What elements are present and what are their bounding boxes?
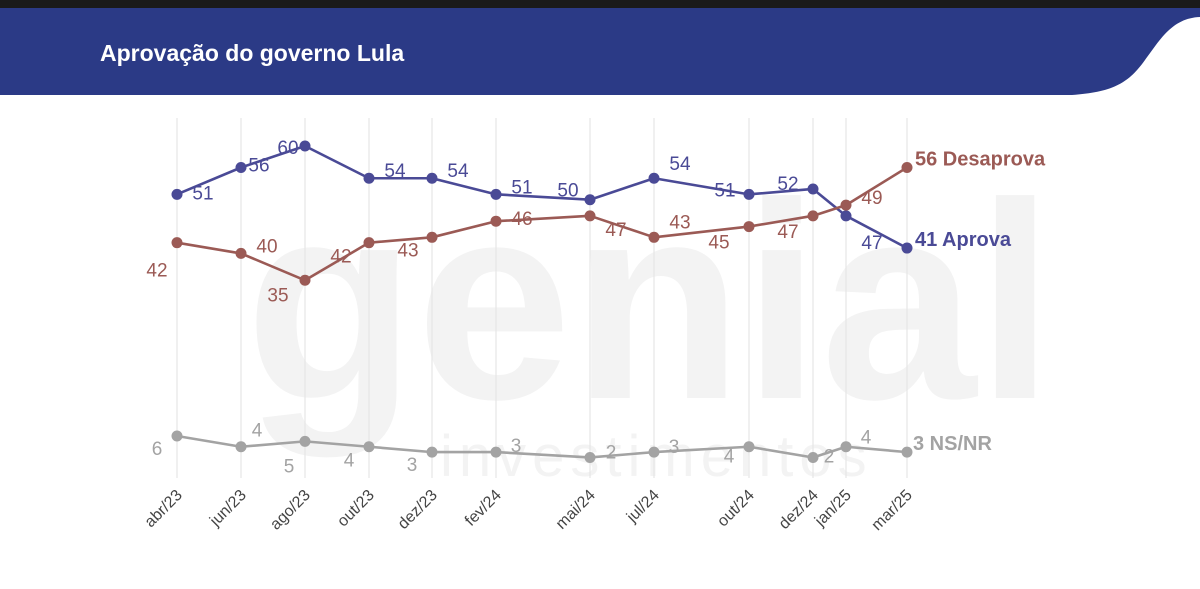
data-point-aprova bbox=[584, 194, 596, 206]
x-tick-label: mai/24 bbox=[553, 487, 599, 533]
data-label-desaprova: 49 bbox=[861, 188, 882, 209]
data-label-aprova: 52 bbox=[777, 174, 798, 195]
x-tick-label: jan/25 bbox=[811, 487, 855, 531]
series-line-nsnr bbox=[176, 434, 908, 459]
chart-title: Aprovação do governo Lula bbox=[100, 40, 404, 66]
x-tick-label: abr/23 bbox=[142, 487, 186, 531]
data-point-nsnr bbox=[171, 430, 183, 442]
data-label-nsnr: 5 bbox=[284, 456, 295, 477]
x-tick-label: dez/23 bbox=[395, 487, 441, 533]
data-label-desaprova: 40 bbox=[256, 236, 277, 257]
data-label-aprova: 51 bbox=[192, 183, 213, 204]
data-point-nsnr bbox=[235, 441, 247, 453]
end-label-aprova: 41 Aprova bbox=[915, 229, 1012, 251]
data-label-desaprova: 43 bbox=[397, 240, 418, 261]
data-point-desaprova bbox=[235, 247, 247, 259]
data-point-desaprova bbox=[743, 221, 755, 233]
data-label-desaprova: 47 bbox=[777, 222, 798, 243]
data-point-desaprova bbox=[901, 162, 913, 173]
x-tick-label: jul/24 bbox=[623, 487, 663, 527]
data-label-nsnr: 3 bbox=[669, 437, 680, 458]
x-tick-label: mar/25 bbox=[869, 487, 916, 534]
x-tick-label: jun/23 bbox=[206, 487, 250, 531]
data-label-nsnr: 4 bbox=[344, 451, 355, 472]
data-label-nsnr: 3 bbox=[407, 455, 418, 476]
data-point-aprova bbox=[901, 242, 913, 254]
data-label-nsnr: 4 bbox=[724, 447, 735, 468]
end-label-desaprova: 56 Desaprova bbox=[915, 149, 1046, 171]
data-label-nsnr: 4 bbox=[861, 428, 872, 449]
data-point-nsnr bbox=[426, 446, 438, 458]
data-point-desaprova bbox=[648, 231, 660, 243]
data-point-nsnr bbox=[901, 446, 913, 458]
x-tick-label: dez/24 bbox=[776, 487, 822, 533]
data-point-aprova bbox=[171, 188, 183, 200]
data-point-desaprova bbox=[840, 199, 852, 211]
data-point-desaprova bbox=[490, 215, 502, 227]
data-label-aprova: 50 bbox=[557, 181, 578, 202]
series-line-aprova bbox=[176, 144, 908, 250]
data-label-aprova: 51 bbox=[511, 177, 532, 198]
data-point-desaprova bbox=[363, 237, 375, 249]
data-label-nsnr: 3 bbox=[511, 436, 522, 457]
data-point-desaprova bbox=[171, 237, 183, 249]
x-tick-label: fev/24 bbox=[462, 487, 505, 530]
series-layer bbox=[171, 140, 913, 463]
data-label-nsnr: 2 bbox=[824, 446, 835, 467]
data-point-aprova bbox=[490, 188, 502, 200]
data-label-aprova: 54 bbox=[447, 161, 469, 182]
data-label-aprova: 47 bbox=[861, 233, 882, 254]
data-point-nsnr bbox=[840, 441, 852, 453]
data-point-nsnr bbox=[807, 451, 819, 463]
gridlines bbox=[176, 118, 908, 478]
data-label-aprova: 51 bbox=[714, 180, 735, 201]
data-point-aprova bbox=[840, 210, 852, 222]
line-chart: Aprovação do governo Lula genial investi… bbox=[0, 8, 1200, 534]
data-point-nsnr bbox=[299, 435, 311, 447]
data-label-aprova: 54 bbox=[669, 154, 691, 175]
data-label-nsnr: 2 bbox=[606, 442, 617, 463]
x-tick-label: out/24 bbox=[714, 487, 758, 531]
data-point-nsnr bbox=[363, 441, 375, 453]
x-axis: abr/23 jun/23 ago/23 out/23 dez/23 fev/24 mai/… bbox=[142, 487, 916, 534]
data-label-nsnr: 6 bbox=[152, 439, 163, 460]
data-point-desaprova bbox=[299, 274, 311, 286]
data-point-nsnr bbox=[584, 451, 596, 463]
data-point-aprova bbox=[648, 172, 660, 184]
data-label-aprova: 56 bbox=[248, 156, 269, 177]
data-point-aprova bbox=[235, 162, 247, 173]
header-band bbox=[0, 8, 1200, 95]
data-point-desaprova bbox=[584, 210, 596, 222]
data-label-desaprova: 46 bbox=[511, 209, 532, 230]
end-label-nsnr: 3 NS/NR bbox=[913, 433, 992, 455]
data-point-desaprova bbox=[426, 231, 438, 243]
data-label-nsnr: 4 bbox=[252, 421, 263, 442]
data-label-aprova: 60 bbox=[277, 138, 298, 159]
data-point-aprova bbox=[363, 172, 375, 184]
x-tick-label: out/23 bbox=[334, 487, 378, 531]
data-point-aprova bbox=[299, 140, 311, 152]
data-label-desaprova: 47 bbox=[605, 220, 626, 241]
data-point-nsnr bbox=[743, 441, 755, 453]
data-point-nsnr bbox=[490, 446, 502, 458]
data-point-aprova bbox=[426, 172, 438, 184]
data-label-desaprova: 42 bbox=[146, 261, 167, 282]
data-point-desaprova bbox=[807, 210, 819, 222]
watermark-brand: genial bbox=[245, 146, 1054, 459]
data-label-aprova: 54 bbox=[384, 161, 406, 182]
data-label-desaprova: 45 bbox=[708, 233, 729, 254]
data-label-desaprova: 35 bbox=[267, 285, 288, 306]
data-point-aprova bbox=[807, 183, 819, 195]
data-label-desaprova: 42 bbox=[330, 247, 351, 268]
series-line-desaprova bbox=[176, 166, 908, 282]
data-point-aprova bbox=[743, 188, 755, 200]
data-point-nsnr bbox=[648, 446, 660, 458]
chart-card: Aprovação do governo Lula genial investi… bbox=[0, 8, 1200, 589]
data-label-desaprova: 43 bbox=[669, 212, 690, 233]
x-tick-label: ago/23 bbox=[267, 487, 314, 534]
